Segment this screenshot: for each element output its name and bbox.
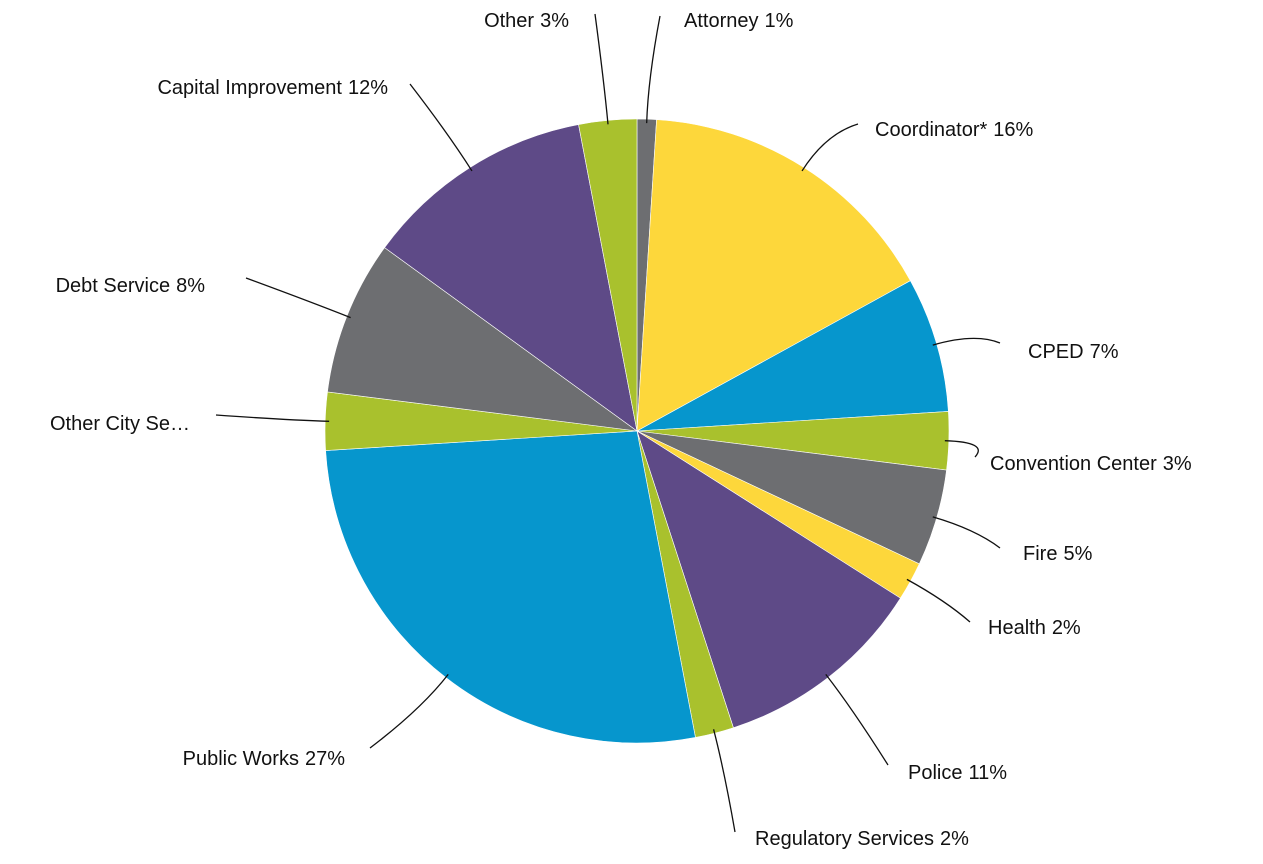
value-label: 1% bbox=[764, 10, 793, 32]
value-label: 5% bbox=[1063, 543, 1092, 565]
leader-line bbox=[932, 516, 1001, 549]
leader-line bbox=[801, 123, 859, 172]
slice-label: Other 3% bbox=[484, 10, 569, 32]
value-label: 3% bbox=[1163, 453, 1192, 475]
slice-label: Debt Service 8% bbox=[56, 275, 206, 297]
category-label: Attorney bbox=[684, 10, 758, 32]
slice-label: Fire 5% bbox=[1023, 543, 1093, 565]
category-label: Coordinator* bbox=[875, 119, 988, 141]
category-label: CPED bbox=[1028, 341, 1084, 363]
value-label: 8% bbox=[176, 275, 205, 297]
category-label: Police bbox=[908, 762, 962, 784]
category-label: Debt Service bbox=[56, 275, 171, 297]
category-label: Capital Improvement bbox=[157, 77, 342, 99]
slice-label: CPED 7% bbox=[1028, 341, 1119, 363]
leader-line bbox=[594, 13, 609, 125]
category-label: Other bbox=[484, 10, 534, 32]
slice-label: Attorney 1% bbox=[684, 10, 794, 32]
leader-line bbox=[825, 673, 889, 766]
category-label: Regulatory Services bbox=[755, 828, 934, 850]
value-label: 11% bbox=[968, 762, 1007, 784]
category-label: Other City Se… bbox=[50, 413, 190, 435]
slice-label: Health 2% bbox=[988, 617, 1081, 639]
slice-label: Regulatory Services 2% bbox=[755, 828, 969, 850]
value-label: 2% bbox=[1052, 617, 1081, 639]
value-label: 7% bbox=[1090, 341, 1119, 363]
leader-line bbox=[944, 440, 979, 458]
category-label: Health bbox=[988, 617, 1046, 639]
category-label: Fire bbox=[1023, 543, 1057, 565]
slice-label: Public Works 27% bbox=[183, 748, 346, 770]
leader-line bbox=[646, 15, 661, 124]
leader-line bbox=[245, 277, 351, 319]
value-label: 3% bbox=[540, 10, 569, 32]
slice-label: Coordinator* 16% bbox=[875, 119, 1034, 141]
slice-label: Convention Center 3% bbox=[990, 453, 1192, 475]
slice-label: Other City Se… bbox=[50, 413, 190, 435]
value-label: 2% bbox=[940, 828, 969, 850]
pie-slice bbox=[325, 430, 696, 744]
leader-line bbox=[409, 83, 473, 172]
slice-label: Police 11% bbox=[908, 762, 1007, 784]
leader-line bbox=[369, 673, 449, 749]
value-label: 12% bbox=[348, 77, 388, 99]
category-label: Convention Center bbox=[990, 453, 1157, 475]
category-label: Public Works bbox=[183, 748, 299, 770]
slice-label: Capital Improvement 12% bbox=[157, 77, 388, 99]
value-label: 27% bbox=[305, 748, 345, 770]
leader-line bbox=[712, 729, 736, 833]
leader-line bbox=[906, 578, 971, 623]
leader-line bbox=[215, 414, 330, 422]
leader-line bbox=[932, 337, 1001, 346]
value-label: 16% bbox=[993, 119, 1033, 141]
